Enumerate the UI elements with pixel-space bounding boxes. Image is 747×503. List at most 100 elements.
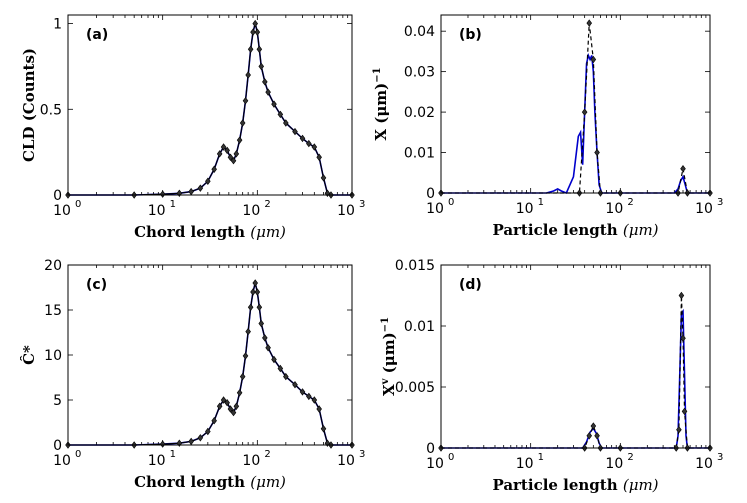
x-axis-label: Chord length (μm)	[134, 223, 286, 241]
fit-line	[441, 52, 710, 195]
axes-frame	[67, 14, 353, 196]
axes-frame	[67, 264, 353, 446]
x-tick-exponent: 2	[264, 449, 270, 460]
data-point	[159, 440, 166, 448]
data-point	[256, 303, 263, 311]
data-point	[230, 157, 237, 165]
y-tick-label: 0.005	[395, 380, 435, 396]
data-line	[441, 23, 710, 194]
data-point	[311, 396, 318, 404]
x-tick-label: 10	[148, 453, 166, 469]
panel-label: (d)	[459, 277, 482, 293]
data-point	[292, 127, 298, 136]
y-tick-label: 0.04	[404, 24, 435, 40]
data-point	[224, 399, 230, 407]
x-tick-exponent: 1	[170, 449, 176, 460]
data-point	[258, 319, 265, 328]
data-point	[262, 334, 268, 342]
data-point	[250, 288, 256, 296]
y-tick-label: 0	[426, 186, 435, 202]
data-point	[247, 303, 254, 311]
data-point	[250, 28, 256, 36]
x-tick-exponent: 3	[359, 449, 365, 460]
x-tick-label: 10	[695, 201, 713, 217]
y-tick-label: 0.01	[404, 146, 435, 162]
x-tick-exponent: 0	[75, 449, 81, 460]
data-point	[283, 372, 289, 381]
data-point	[216, 150, 223, 158]
x-tick-label: 10	[337, 203, 355, 219]
data-point	[220, 143, 227, 151]
data-point	[236, 389, 243, 397]
panel-b: 10 0 10 1 10 2 10 300.010.020.030.04 (b)Particle…	[372, 14, 723, 239]
data-point	[311, 143, 318, 151]
x-tick-exponent: 3	[717, 197, 723, 208]
x-tick-label: 10	[605, 201, 623, 217]
plot-area	[68, 15, 352, 195]
x-tick-exponent: 1	[538, 197, 544, 208]
data-point	[586, 432, 593, 440]
y-tick-label: 15	[44, 303, 62, 319]
data-point	[254, 28, 261, 36]
x-tick-exponent: 2	[627, 452, 633, 463]
x-tick-label: 10	[53, 453, 71, 469]
data-point	[239, 119, 246, 127]
data-point	[245, 327, 251, 336]
x-tick-exponent: 0	[75, 199, 81, 210]
y-tick-label: 0	[426, 441, 435, 457]
data-point	[306, 139, 312, 148]
data-point	[299, 388, 306, 396]
data-point	[252, 279, 258, 287]
data-point	[678, 291, 685, 300]
data-point	[590, 55, 597, 64]
data-point	[242, 97, 249, 105]
data-point	[320, 174, 327, 182]
data-point	[586, 19, 593, 27]
data-point	[216, 402, 223, 410]
x-tick-exponent: 0	[448, 197, 454, 208]
y-tick-label: 0.015	[395, 258, 435, 274]
x-axis-label: Chord length (μm)	[134, 473, 286, 491]
data-point	[292, 381, 298, 389]
y-tick-label: 1	[53, 17, 62, 33]
data-point	[320, 425, 327, 433]
data-point	[306, 392, 312, 401]
x-tick-label: 10	[148, 203, 166, 219]
data-point	[594, 432, 600, 440]
data-point	[236, 136, 243, 144]
x-tick-exponent: 2	[627, 197, 633, 208]
y-tick-label: 0.03	[404, 65, 435, 81]
data-point	[271, 355, 277, 364]
data-point	[205, 177, 211, 185]
data-point	[680, 334, 686, 342]
plot-area	[68, 265, 352, 445]
x-tick-exponent: 3	[717, 452, 723, 463]
data-point	[211, 165, 217, 173]
data-point	[316, 405, 322, 413]
y-tick-label: 5	[53, 393, 62, 409]
x-tick-label: 10	[605, 456, 623, 472]
data-point	[247, 45, 254, 53]
x-tick-exponent: 2	[264, 199, 270, 210]
data-point	[230, 408, 237, 417]
data-point	[680, 165, 686, 173]
data-point	[245, 71, 251, 79]
data-point	[220, 396, 227, 404]
x-tick-exponent: 1	[538, 452, 544, 463]
data-point	[256, 45, 263, 53]
data-point	[227, 153, 234, 161]
x-tick-label: 10	[695, 456, 713, 472]
data-point	[324, 189, 331, 197]
y-tick-label: 0	[53, 438, 62, 454]
panel-label: (b)	[459, 27, 482, 43]
data-point	[265, 88, 271, 96]
data-point	[233, 150, 240, 158]
y-axis-label: Ĉ*	[20, 345, 38, 365]
data-point	[197, 434, 204, 442]
x-tick-exponent: 1	[170, 199, 176, 210]
data-point	[258, 62, 265, 71]
plot-area	[441, 265, 710, 448]
data-point	[271, 100, 277, 108]
